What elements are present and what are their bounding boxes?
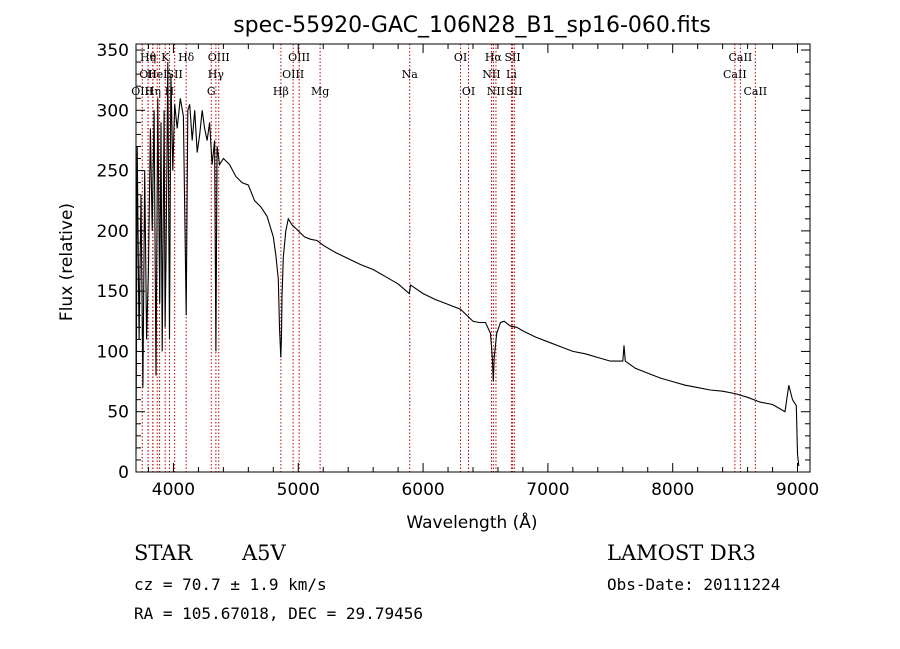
line-label: OI xyxy=(462,85,475,98)
object-subclass: A5V xyxy=(242,541,286,565)
line-label: η xyxy=(150,51,157,64)
x-axis-label: Wavelength (Å) xyxy=(406,511,537,533)
line-label: NII xyxy=(482,68,500,81)
chart-title: spec-55920-GAC_106N28_B1_sp16-060.fits xyxy=(233,13,711,38)
observation-date: Obs-Date: 20111224 xyxy=(607,575,781,594)
y-tick-label: 150 xyxy=(97,282,129,302)
plot-frame xyxy=(135,43,811,473)
x-tick-label: 8000 xyxy=(651,480,694,500)
x-tick-label: 6000 xyxy=(401,480,444,500)
line-label: CaII xyxy=(743,85,767,98)
line-label: OIII xyxy=(131,85,153,98)
line-label: G xyxy=(207,85,216,98)
line-label: CaII xyxy=(729,51,753,64)
line-label: OII xyxy=(139,68,157,81)
axis-ticks: 4000 5000 6000 7000 8000 9000 0 50 100 150 200 250 3… xyxy=(97,41,820,500)
y-tick-label: 300 xyxy=(97,101,129,121)
x-tick-label: 9000 xyxy=(776,480,819,500)
line-label: OIII xyxy=(208,51,230,64)
line-label: SII xyxy=(504,51,520,64)
line-label: Hθ xyxy=(140,51,157,64)
line-label: SII xyxy=(506,85,522,98)
line-label: Na xyxy=(402,68,419,81)
line-label: Hη xyxy=(145,85,161,98)
line-label: OIII xyxy=(288,51,310,64)
flux-series-line xyxy=(135,62,800,467)
survey-name: LAMOST DR3 xyxy=(607,541,756,565)
x-tick-label: 7000 xyxy=(526,480,569,500)
coordinates: RA = 105.67018, DEC = 29.79456 xyxy=(134,604,423,623)
line-label: CaII xyxy=(723,68,747,81)
line-label: Hβ xyxy=(273,85,289,98)
line-label: K xyxy=(161,51,170,64)
line-label: OIII xyxy=(282,68,304,81)
line-label: OI xyxy=(454,51,467,64)
y-tick-label: 0 xyxy=(118,463,129,483)
y-axis-label: Flux (relative) xyxy=(57,203,77,321)
y-tick-label: 350 xyxy=(97,41,129,61)
y-tick-label: 200 xyxy=(97,222,129,242)
object-class: STAR xyxy=(134,541,193,565)
redshift-cz: cz = 70.7 ± 1.9 km/s xyxy=(134,575,327,594)
line-label: Mg xyxy=(311,85,329,98)
spectral-line-markers xyxy=(141,44,756,472)
y-tick-label: 100 xyxy=(97,342,129,362)
line-label: Hα xyxy=(485,51,503,64)
x-tick-label: 4000 xyxy=(152,480,195,500)
line-label: NII xyxy=(487,85,505,98)
y-tick-label: 50 xyxy=(107,403,129,423)
spectral-line-labels: OIII Hθ OII η Hη HeI K H SII Hδ G Hγ OIII Hβ OIII OIII M… xyxy=(131,51,767,98)
x-tick-label: 5000 xyxy=(277,480,320,500)
line-label: HeI xyxy=(147,68,167,81)
line-label: H xyxy=(165,85,175,98)
line-label: Hγ xyxy=(208,68,225,81)
y-tick-label: 250 xyxy=(97,162,129,182)
line-label: SII xyxy=(167,68,183,81)
line-label: Hδ xyxy=(178,51,195,64)
line-label: Li xyxy=(506,68,517,81)
